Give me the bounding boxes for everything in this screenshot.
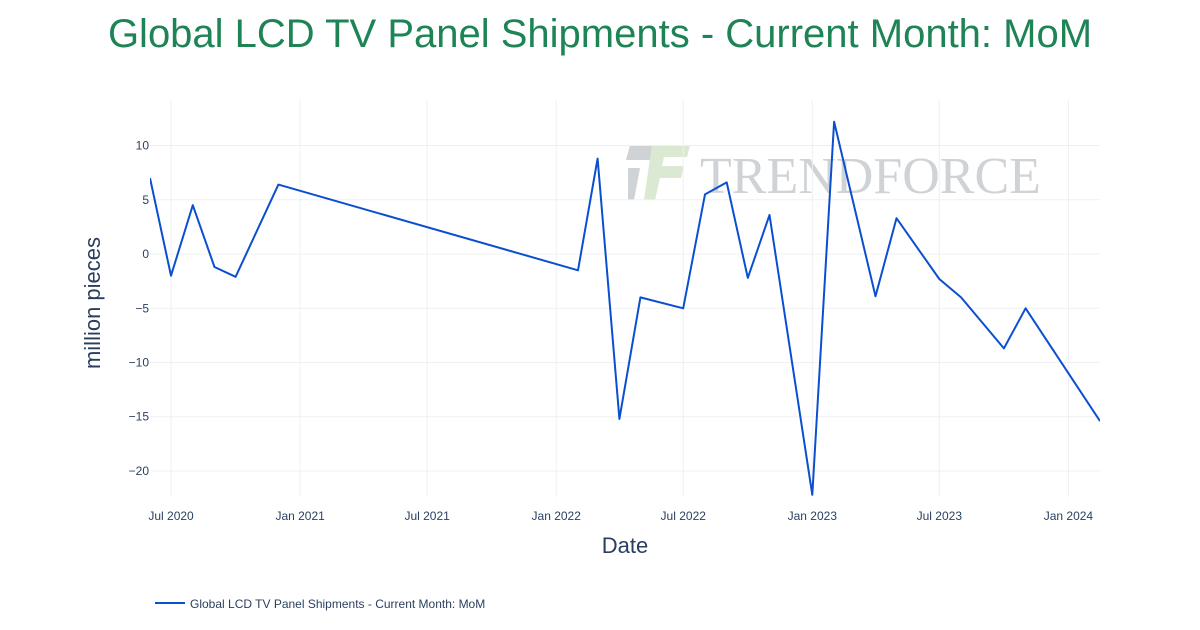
- watermark-text: TRENDFORCE: [700, 148, 1041, 205]
- data-point[interactable]: [147, 175, 153, 181]
- x-tick-label: Jul 2021: [404, 509, 450, 523]
- x-tick-label: Jan 2023: [788, 509, 838, 523]
- data-point[interactable]: [724, 179, 730, 185]
- x-tick-label: Jul 2022: [661, 509, 707, 523]
- y-tick-label: −10: [129, 355, 150, 369]
- trendforce-watermark: TRENDFORCE: [626, 145, 1041, 205]
- x-tick-label: Jan 2022: [532, 509, 582, 523]
- y-tick-label: 0: [142, 247, 149, 261]
- series-line-0[interactable]: [150, 120, 1100, 496]
- data-point[interactable]: [637, 294, 643, 300]
- y-tick-label: −5: [135, 301, 149, 315]
- legend-label: Global LCD TV Panel Shipments - Current …: [190, 597, 485, 611]
- data-point[interactable]: [767, 212, 773, 218]
- legend[interactable]: Global LCD TV Panel Shipments - Current …: [155, 597, 485, 611]
- data-point[interactable]: [873, 293, 879, 299]
- x-axis-title: Date: [602, 533, 648, 558]
- grid-lines: [150, 100, 1100, 497]
- data-point[interactable]: [745, 275, 751, 281]
- data-point[interactable]: [894, 215, 900, 221]
- data-point[interactable]: [168, 273, 174, 279]
- y-tick-label: 10: [136, 139, 150, 153]
- data-point[interactable]: [233, 274, 239, 280]
- data-point[interactable]: [575, 267, 581, 273]
- data-point[interactable]: [936, 276, 942, 282]
- y-tick-label: 5: [142, 193, 149, 207]
- data-point[interactable]: [275, 182, 281, 188]
- data-point[interactable]: [680, 305, 686, 311]
- y-axis-ticks: 10 5 0 −5 −10 −15 −20: [129, 139, 150, 478]
- data-point[interactable]: [809, 492, 815, 498]
- data-point[interactable]: [1001, 345, 1007, 351]
- data-point[interactable]: [616, 416, 622, 422]
- data-point[interactable]: [212, 264, 218, 270]
- x-tick-label: Jan 2021: [275, 509, 325, 523]
- data-point[interactable]: [702, 191, 708, 197]
- data-point[interactable]: [595, 156, 601, 162]
- x-tick-label: Jul 2020: [148, 509, 194, 523]
- y-axis-title: million pieces: [80, 237, 105, 369]
- chart-title: Global LCD TV Panel Shipments - Current …: [107, 12, 1093, 56]
- data-point[interactable]: [1023, 305, 1029, 311]
- y-tick-label: −20: [129, 464, 150, 478]
- data-point[interactable]: [958, 294, 964, 300]
- x-axis-ticks: Jul 2020 Jan 2021 Jul 2021 Jan 2022 Jul 2022…: [148, 509, 1093, 523]
- y-tick-label: −15: [129, 410, 150, 424]
- x-tick-label: Jan 2024: [1044, 509, 1094, 523]
- data-point[interactable]: [1097, 418, 1103, 424]
- data-point[interactable]: [190, 202, 196, 208]
- series-group: [147, 119, 1103, 498]
- trendforce-logo-icon: [626, 145, 690, 200]
- data-point[interactable]: [831, 119, 837, 125]
- x-tick-label: Jul 2023: [917, 509, 963, 523]
